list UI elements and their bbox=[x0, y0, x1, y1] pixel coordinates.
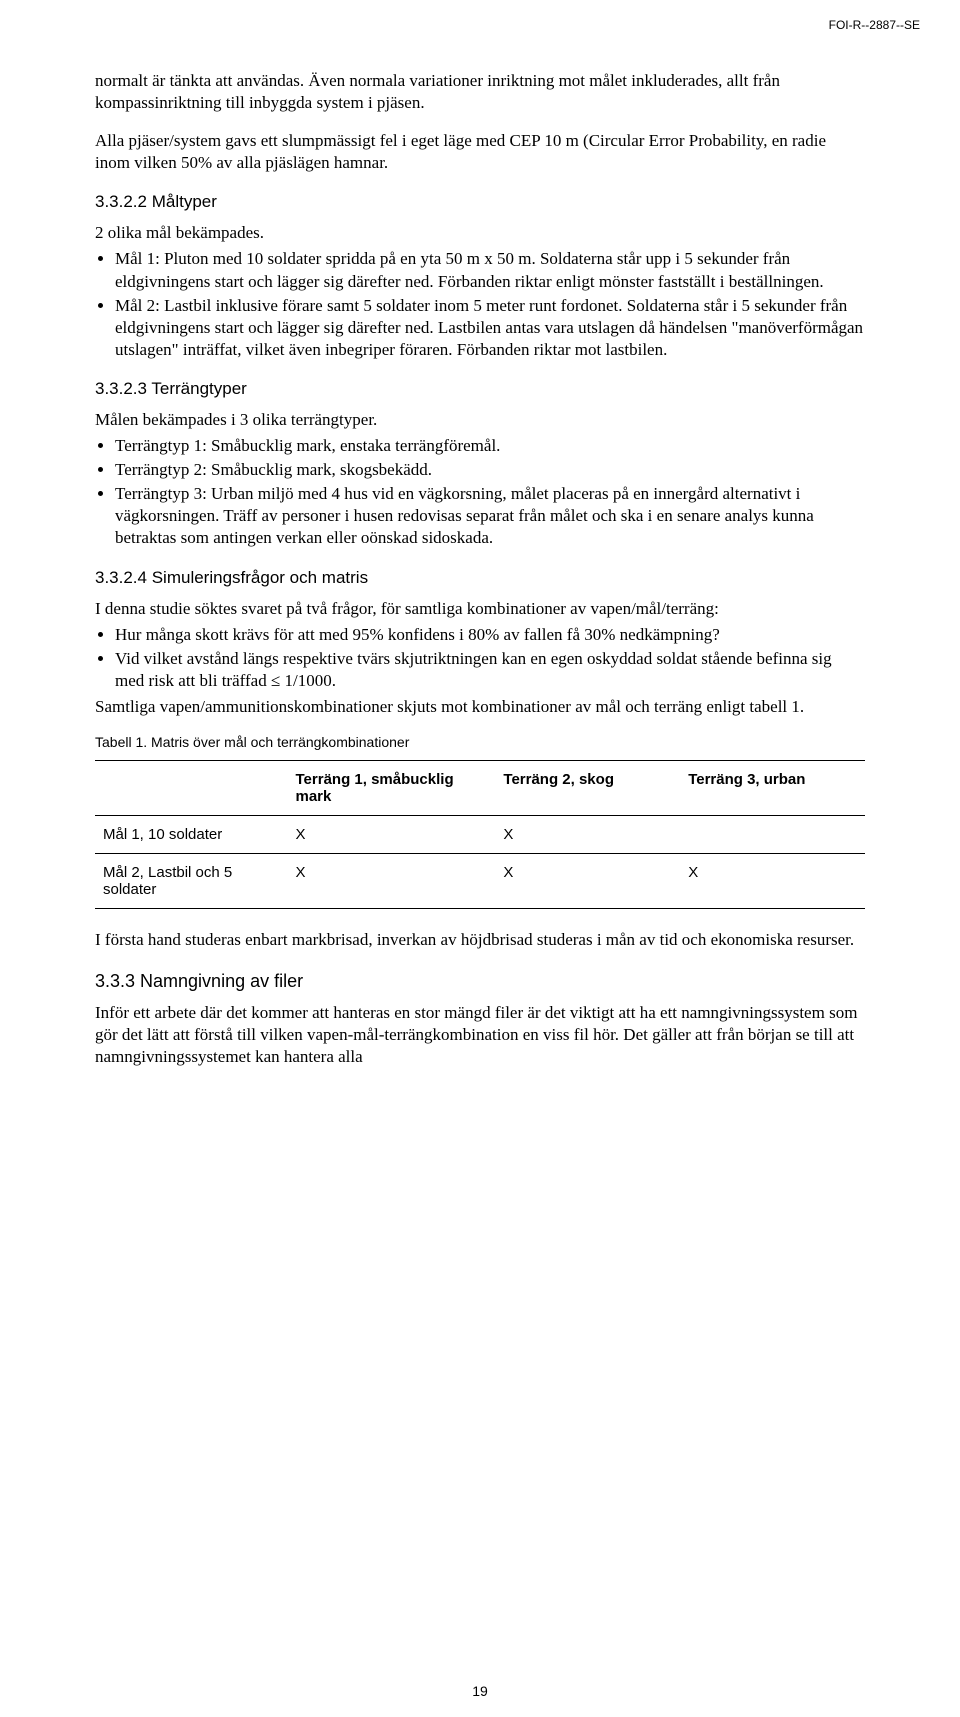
paragraph-intro-2: Alla pjäser/system gavs ett slumpmässigt… bbox=[95, 130, 865, 174]
table-header-cell: Terräng 2, skog bbox=[495, 760, 680, 815]
table-cell: Mål 2, Lastbil och 5 soldater bbox=[95, 853, 288, 908]
table-cell: X bbox=[288, 853, 496, 908]
table-header-cell: Terräng 1, småbucklig mark bbox=[288, 760, 496, 815]
list-item: Mål 1: Pluton med 10 soldater spridda på… bbox=[115, 248, 865, 292]
list-item: Terrängtyp 1: Småbucklig mark, enstaka t… bbox=[115, 435, 865, 457]
heading-3-3-2-2: 3.3.2.2 Måltyper bbox=[95, 192, 865, 212]
table-caption: Tabell 1. Matris över mål och terrängkom… bbox=[95, 734, 865, 750]
table-header-cell bbox=[95, 760, 288, 815]
sim-intro: I denna studie söktes svaret på två fråg… bbox=[95, 598, 865, 620]
heading-3-3-3: 3.3.3 Namngivning av filer bbox=[95, 971, 865, 992]
list-item: Mål 2: Lastbil inklusive förare samt 5 s… bbox=[115, 295, 865, 361]
table-cell: X bbox=[495, 853, 680, 908]
table-cell: X bbox=[288, 815, 496, 853]
maltyper-intro: 2 olika mål bekämpades. bbox=[95, 222, 865, 244]
table-cell: X bbox=[680, 853, 865, 908]
list-item: Terrängtyp 3: Urban miljö med 4 hus vid … bbox=[115, 483, 865, 549]
table-row: Mål 2, Lastbil och 5 soldater X X X bbox=[95, 853, 865, 908]
sim-list: Hur många skott krävs för att med 95% ko… bbox=[95, 624, 865, 692]
page: FOI-R--2887--SE normalt är tänkta att an… bbox=[0, 0, 960, 1717]
heading-3-3-2-4: 3.3.2.4 Simuleringsfrågor och matris bbox=[95, 568, 865, 588]
post-table-paragraph: I första hand studeras enbart markbrisad… bbox=[95, 929, 865, 951]
sim-post: Samtliga vapen/ammunitionskombinationer … bbox=[95, 696, 865, 718]
document-id: FOI-R--2887--SE bbox=[829, 18, 920, 32]
table-cell: X bbox=[495, 815, 680, 853]
paragraph-intro-1: normalt är tänkta att användas. Även nor… bbox=[95, 70, 865, 114]
table-header-row: Terräng 1, småbucklig mark Terräng 2, sk… bbox=[95, 760, 865, 815]
table-header-cell: Terräng 3, urban bbox=[680, 760, 865, 815]
table-row: Mål 1, 10 soldater X X bbox=[95, 815, 865, 853]
terrang-intro: Målen bekämpades i 3 olika terrängtyper. bbox=[95, 409, 865, 431]
maltyper-list: Mål 1: Pluton med 10 soldater spridda på… bbox=[95, 248, 865, 360]
list-item: Terrängtyp 2: Småbucklig mark, skogsbekä… bbox=[115, 459, 865, 481]
heading-3-3-2-3: 3.3.2.3 Terrängtyper bbox=[95, 379, 865, 399]
page-number: 19 bbox=[472, 1683, 488, 1699]
namn-paragraph: Inför ett arbete där det kommer att hant… bbox=[95, 1002, 865, 1068]
matrix-table: Terräng 1, småbucklig mark Terräng 2, sk… bbox=[95, 760, 865, 909]
terrang-list: Terrängtyp 1: Småbucklig mark, enstaka t… bbox=[95, 435, 865, 549]
list-item: Hur många skott krävs för att med 95% ko… bbox=[115, 624, 865, 646]
table-cell: Mål 1, 10 soldater bbox=[95, 815, 288, 853]
list-item: Vid vilket avstånd längs respektive tvär… bbox=[115, 648, 865, 692]
table-cell bbox=[680, 815, 865, 853]
